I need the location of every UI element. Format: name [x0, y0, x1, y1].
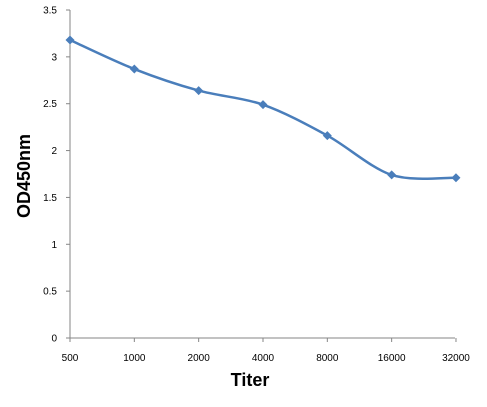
data-point-marker: [387, 170, 397, 180]
y-tick-label: 2: [51, 146, 57, 157]
x-tick-label: 500: [62, 353, 79, 364]
data-point-marker: [65, 35, 75, 45]
x-tick-label: 2000: [188, 353, 211, 364]
y-tick-label: 1: [51, 240, 57, 251]
y-tick-label: 1.5: [43, 193, 57, 204]
x-tick-label: 1000: [123, 353, 146, 364]
data-point-marker: [322, 131, 332, 141]
data-point-marker: [194, 86, 204, 96]
x-tick-label: 32000: [442, 353, 470, 364]
x-tick-label: 4000: [252, 353, 275, 364]
x-tick-label: 16000: [378, 353, 406, 364]
y-axis-title: OD450nm: [14, 134, 34, 218]
data-point-marker: [258, 100, 268, 110]
x-tick-label: 8000: [316, 353, 339, 364]
y-tick-label: 3.5: [43, 6, 57, 17]
y-tick-label: 0.5: [43, 287, 57, 298]
x-axis-title: Titer: [231, 370, 270, 390]
y-tick-label: 2.5: [43, 99, 57, 110]
data-point-marker: [451, 173, 461, 183]
y-tick-label: 3: [51, 52, 57, 63]
y-tick-label: 0: [51, 334, 57, 345]
data-point-marker: [129, 64, 139, 74]
